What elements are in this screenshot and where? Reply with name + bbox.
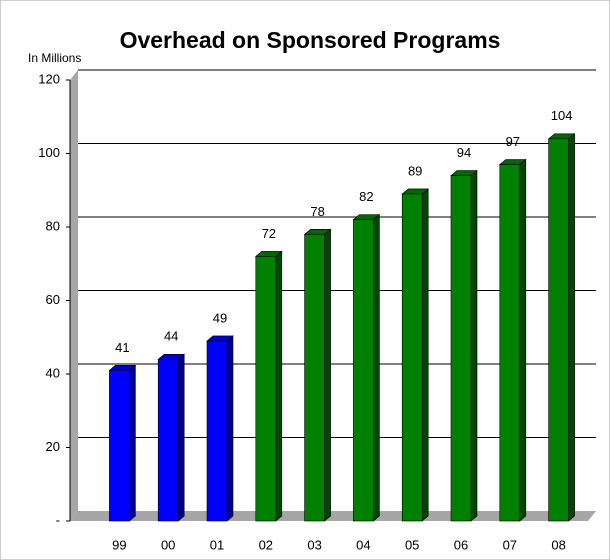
value-label: 89 [408,163,422,178]
value-label: 44 [164,329,178,344]
bar [206,340,228,522]
y-tick-label: 40 [46,365,60,380]
value-label: 82 [359,189,373,204]
bar-side [275,250,283,522]
bar-side [519,158,527,522]
bar-side [324,228,331,522]
y-axis-label: In Millions [28,51,81,65]
bar [548,138,569,522]
bar [109,370,130,522]
bar-side [470,169,478,522]
value-label: 97 [506,134,520,149]
x-tick-label: 08 [551,537,565,552]
bar [450,175,472,522]
y-tick-label: 20 [46,439,60,454]
x-tick-label: 06 [454,537,468,552]
bar [255,256,277,522]
x-tick-label: 07 [503,537,517,552]
y-tick-label: 100 [38,145,60,160]
x-tick-label: 00 [161,537,175,552]
bar [304,234,325,522]
y-tick-label: 80 [46,218,60,233]
bar-side [129,364,136,522]
side-wall [70,70,78,521]
value-label: 41 [115,340,129,355]
bar [157,358,179,522]
value-label: 104 [551,108,573,123]
bar-side [177,353,185,522]
x-tick-label: 05 [405,537,419,552]
value-label: 94 [457,145,471,160]
chart-title: Overhead on Sponsored Programs [120,27,501,53]
x-tick-label: 01 [210,537,224,552]
x-tick-label: 99 [112,537,126,552]
x-tick-label: 03 [307,537,321,552]
value-label: 78 [310,204,324,219]
x-tick-label: 04 [356,537,370,552]
bar [353,219,374,522]
x-tick-label: 02 [259,537,273,552]
bar [401,193,423,522]
y-tick-label: - [56,512,60,527]
y-tick-label: 60 [46,292,60,307]
y-tick-label: 120 [38,71,60,86]
bar-side [568,133,575,522]
bar-side [421,188,429,522]
bar [499,164,521,522]
bar-side [226,335,234,522]
value-label: 72 [262,226,276,241]
value-label: 49 [213,310,227,325]
bar-side [373,214,380,522]
